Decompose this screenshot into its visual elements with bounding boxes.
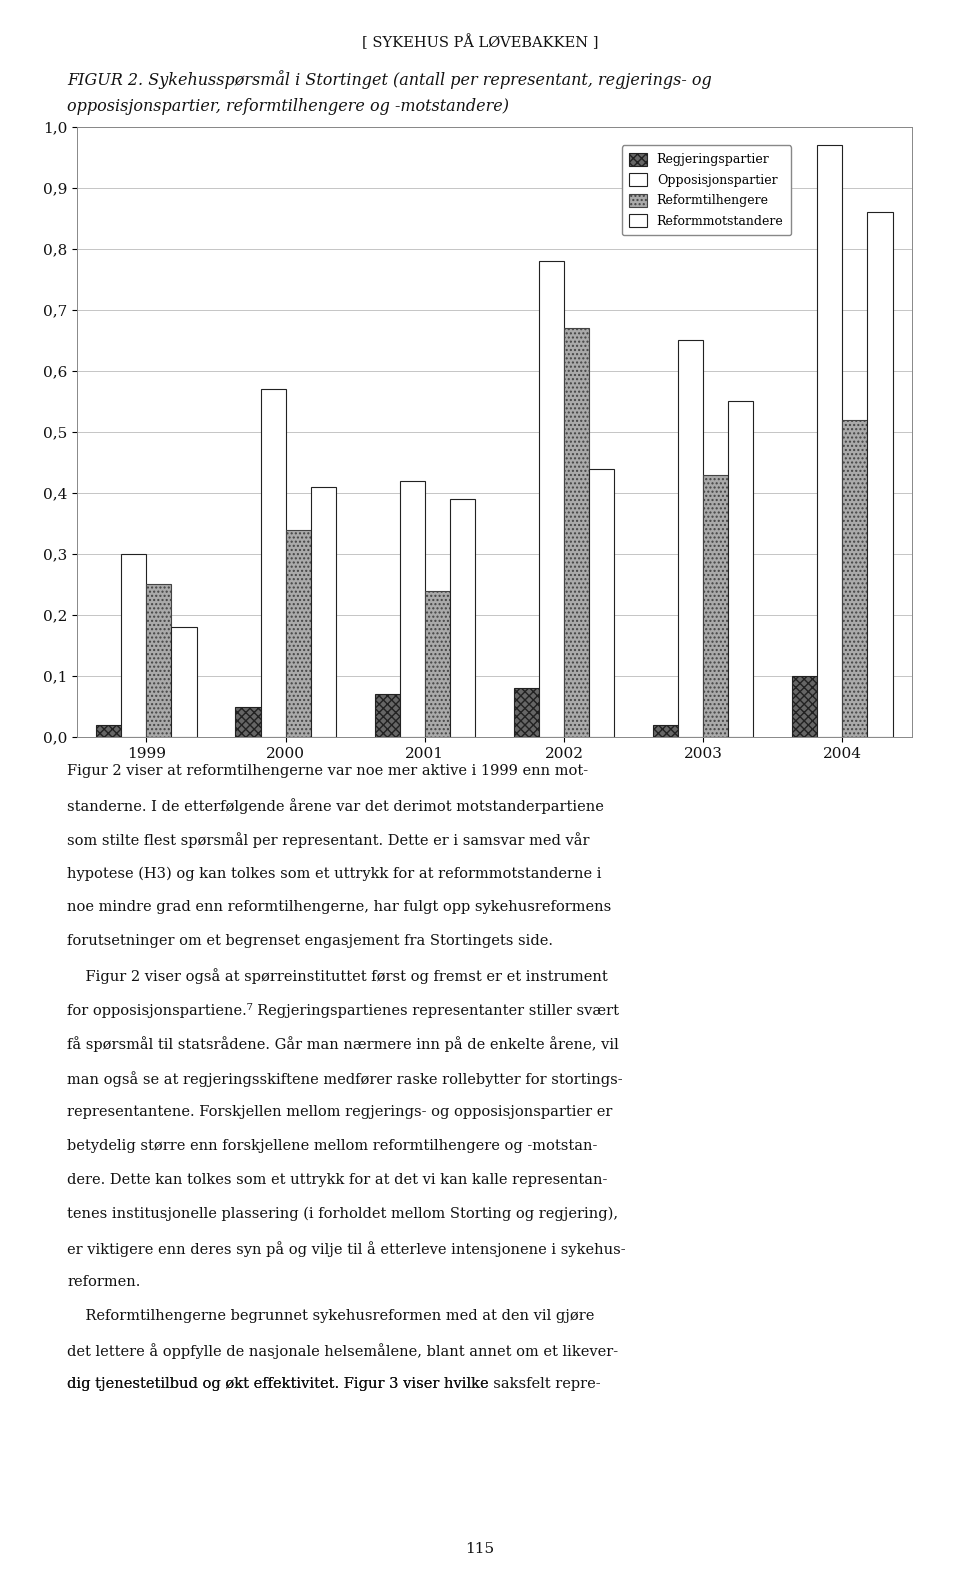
Text: dig tjenestetilbud og økt effektivitet. Figur 3 viser hvilke: dig tjenestetilbud og økt effektivitet. … bbox=[67, 1377, 493, 1392]
Bar bbox=[146, 585, 172, 737]
Text: Reformtilhengerne begrunnet sykehusreformen med at den vil gjøre: Reformtilhengerne begrunnet sykehusrefor… bbox=[67, 1309, 594, 1323]
Bar bbox=[311, 487, 336, 737]
Text: Figur 2 viser også at spørreinstituttet først og fremst er et instrument: Figur 2 viser også at spørreinstituttet … bbox=[67, 968, 608, 984]
Text: dig tjenestetilbud og økt effektivitet. Figur 3 viser hvilke saksfelt repre-: dig tjenestetilbud og økt effektivitet. … bbox=[67, 1377, 601, 1392]
Bar bbox=[514, 688, 539, 737]
Text: FIGUR 2. Sykehusspørsmål i Stortinget (antall per representant, regjerings- og: FIGUR 2. Sykehusspørsmål i Stortinget (a… bbox=[67, 70, 712, 89]
Text: som stilte flest spørsmål per representant. Dette er i samsvar med vår: som stilte flest spørsmål per representa… bbox=[67, 832, 589, 848]
Bar bbox=[96, 724, 121, 737]
Bar bbox=[843, 420, 868, 737]
Bar bbox=[450, 499, 475, 737]
Text: man også se at regjeringsskiftene medfører raske rollebytter for stortings-: man også se at regjeringsskiftene medfør… bbox=[67, 1071, 623, 1087]
Bar bbox=[653, 724, 678, 737]
Bar bbox=[172, 628, 197, 737]
Bar bbox=[868, 212, 893, 737]
Text: noe mindre grad enn reformtilhengerne, har fulgt opp sykehusreformens: noe mindre grad enn reformtilhengerne, h… bbox=[67, 900, 612, 915]
Text: Figur 2 viser at reformtilhengerne var noe mer aktive i 1999 enn mot-: Figur 2 viser at reformtilhengerne var n… bbox=[67, 764, 588, 778]
Bar bbox=[792, 675, 817, 737]
Text: 115: 115 bbox=[466, 1542, 494, 1556]
Text: standerne. I de etterfølgende årene var det derimot motstanderpartiene: standerne. I de etterfølgende årene var … bbox=[67, 797, 604, 815]
Bar bbox=[260, 390, 286, 737]
Text: for opposisjonspartiene.⁷ Regjeringspartienes representanter stiller svært: for opposisjonspartiene.⁷ Regjeringspart… bbox=[67, 1002, 619, 1018]
Bar bbox=[121, 553, 146, 737]
Bar bbox=[399, 480, 424, 737]
Bar bbox=[424, 591, 450, 737]
Text: hypotese (H3) og kan tolkes som et uttrykk for at reformmotstanderne i: hypotese (H3) og kan tolkes som et uttry… bbox=[67, 865, 602, 881]
Bar bbox=[539, 262, 564, 737]
Text: representantene. Forskjellen mellom regjerings- og opposisjonspartier er: representantene. Forskjellen mellom regj… bbox=[67, 1105, 612, 1119]
Text: opposisjonspartier, reformtilhengere og -motstandere): opposisjonspartier, reformtilhengere og … bbox=[67, 98, 509, 116]
Text: reformen.: reformen. bbox=[67, 1274, 140, 1289]
Legend: Regjeringspartier, Opposisjonspartier, Reformtilhengere, Reformmotstandere: Regjeringspartier, Opposisjonspartier, R… bbox=[622, 146, 791, 236]
Bar bbox=[589, 469, 614, 737]
Bar bbox=[703, 474, 729, 737]
Bar bbox=[374, 694, 399, 737]
Text: tenes institusjonelle plassering (i forholdet mellom Storting og regjering),: tenes institusjonelle plassering (i forh… bbox=[67, 1208, 618, 1222]
Bar bbox=[286, 529, 311, 737]
Text: forutsetninger om et begrenset engasjement fra Stortingets side.: forutsetninger om et begrenset engasjeme… bbox=[67, 934, 553, 948]
Bar bbox=[678, 341, 703, 737]
Bar bbox=[235, 707, 260, 737]
Text: det lettere å oppfylle de nasjonale helsemålene, blant annet om et likever-: det lettere å oppfylle de nasjonale hels… bbox=[67, 1342, 618, 1360]
Text: få spørsmål til statsrådene. Går man nærmere inn på de enkelte årene, vil: få spørsmål til statsrådene. Går man nær… bbox=[67, 1037, 619, 1052]
Text: betydelig større enn forskjellene mellom reformtilhengere og -motstan-: betydelig større enn forskjellene mellom… bbox=[67, 1138, 597, 1152]
Bar bbox=[729, 401, 754, 737]
Text: er viktigere enn deres syn på og vilje til å etterleve intensjonene i sykehus-: er viktigere enn deres syn på og vilje t… bbox=[67, 1241, 626, 1257]
Bar bbox=[564, 328, 589, 737]
Bar bbox=[817, 146, 842, 737]
Text: [ SYKEHUS PÅ LØVEBAKKEN ]: [ SYKEHUS PÅ LØVEBAKKEN ] bbox=[362, 35, 598, 51]
Text: dere. Dette kan tolkes som et uttrykk for at det vi kan kalle representan-: dere. Dette kan tolkes som et uttrykk fo… bbox=[67, 1173, 608, 1187]
